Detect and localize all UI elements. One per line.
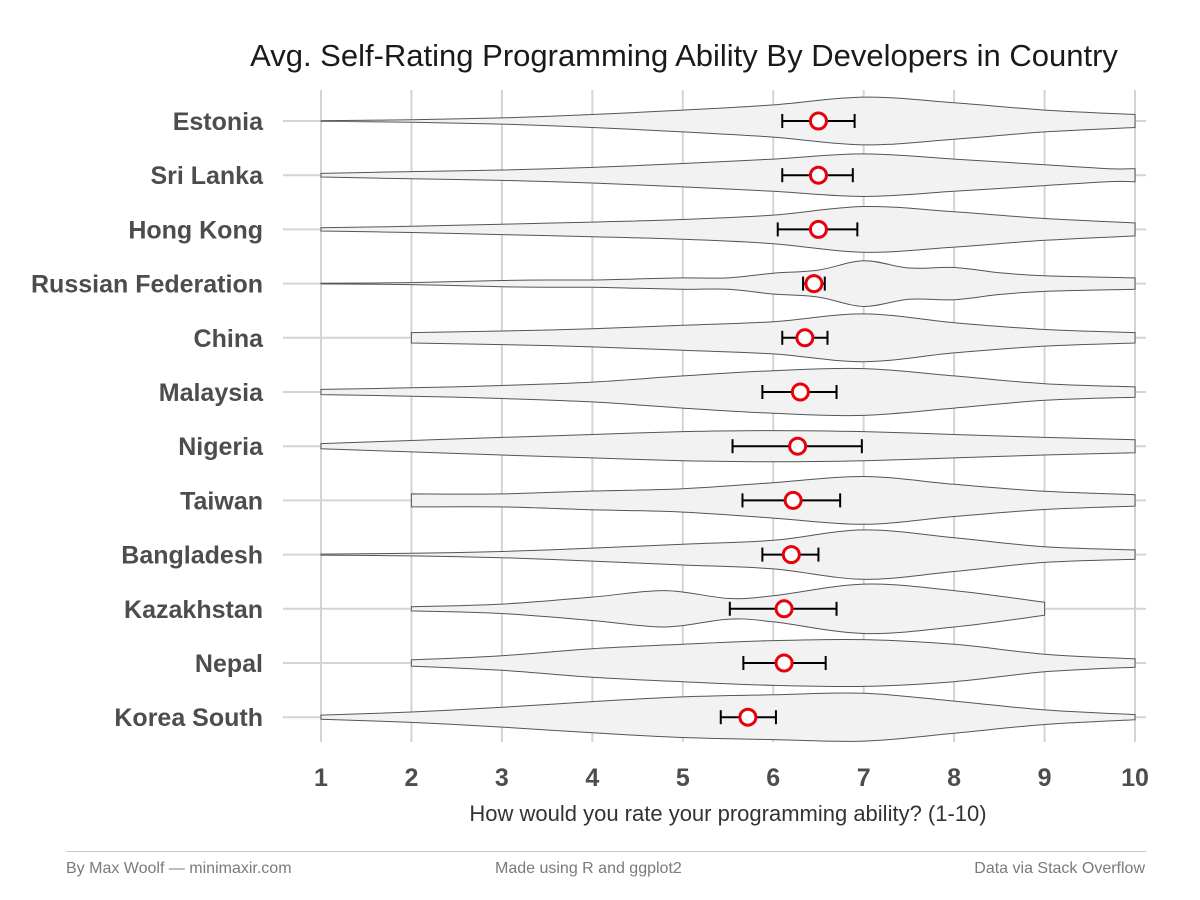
- error-bars: [719, 114, 863, 725]
- violin-estonia: [320, 96, 1136, 146]
- category-labels: Estonia Sri Lanka Hong Kong Russian Federat…: [31, 108, 264, 732]
- violin-hong-kong: [320, 205, 1136, 253]
- mean-point: [795, 328, 815, 348]
- category-label: Bangladesh: [121, 542, 263, 570]
- x-tick-label: 1: [314, 764, 328, 792]
- x-tick-label: 7: [857, 764, 871, 792]
- category-label: Estonia: [173, 108, 264, 136]
- footer-tool: Made using R and ggplot2: [495, 860, 682, 877]
- category-label: Kazakhstan: [124, 596, 263, 624]
- x-tick-label: 3: [495, 764, 509, 792]
- x-axis-title: How would you rate your programming abil…: [469, 801, 986, 826]
- mean-point: [790, 382, 810, 402]
- x-tick-label: 6: [766, 764, 780, 792]
- mean-point: [783, 490, 803, 510]
- category-label: Hong Kong: [128, 216, 263, 244]
- violin-nigeria: [320, 430, 1136, 463]
- mean-point: [808, 165, 828, 185]
- x-tick-label: 9: [1038, 764, 1052, 792]
- violin-sri-lanka: [320, 153, 1136, 198]
- category-label: Sri Lanka: [150, 162, 264, 190]
- category-label: China: [194, 325, 265, 353]
- violin-china: [410, 313, 1136, 363]
- category-label: Nepal: [195, 650, 263, 678]
- mean-point: [804, 274, 824, 294]
- footer-credit: By Max Woolf — minimaxir.com: [66, 860, 292, 877]
- violin-russian-federation: [320, 260, 1136, 308]
- x-tick-label: 2: [404, 764, 418, 792]
- category-label: Russian Federation: [31, 271, 263, 299]
- x-tick-label: 5: [676, 764, 690, 792]
- category-label: Taiwan: [180, 487, 263, 515]
- x-tick-label: 8: [947, 764, 961, 792]
- category-label: Korea South: [114, 704, 263, 732]
- category-label: Nigeria: [178, 433, 264, 461]
- footer-divider: [66, 851, 1146, 852]
- mean-point: [781, 545, 801, 565]
- mean-point: [738, 707, 758, 727]
- x-tick-label: 10: [1121, 764, 1149, 792]
- x-tick-label: 4: [585, 764, 599, 792]
- chart-title: Avg. Self-Rating Programming Ability By …: [250, 38, 1118, 73]
- mean-point: [808, 111, 828, 131]
- mean-point: [808, 219, 828, 239]
- violin-malaysia: [320, 367, 1136, 417]
- mean-point: [774, 653, 794, 673]
- footer-source: Data via Stack Overflow: [974, 860, 1145, 877]
- mean-point: [788, 436, 808, 456]
- violin-bangladesh: [320, 529, 1136, 580]
- category-label: Malaysia: [159, 379, 264, 407]
- violins: [320, 96, 1136, 742]
- mean-point: [774, 599, 794, 619]
- x-tick-labels: 1 2 3 4 5 6 7 8 9 10: [314, 764, 1149, 792]
- violin-kazakhstan: [410, 583, 1046, 635]
- mean-points: [738, 111, 828, 727]
